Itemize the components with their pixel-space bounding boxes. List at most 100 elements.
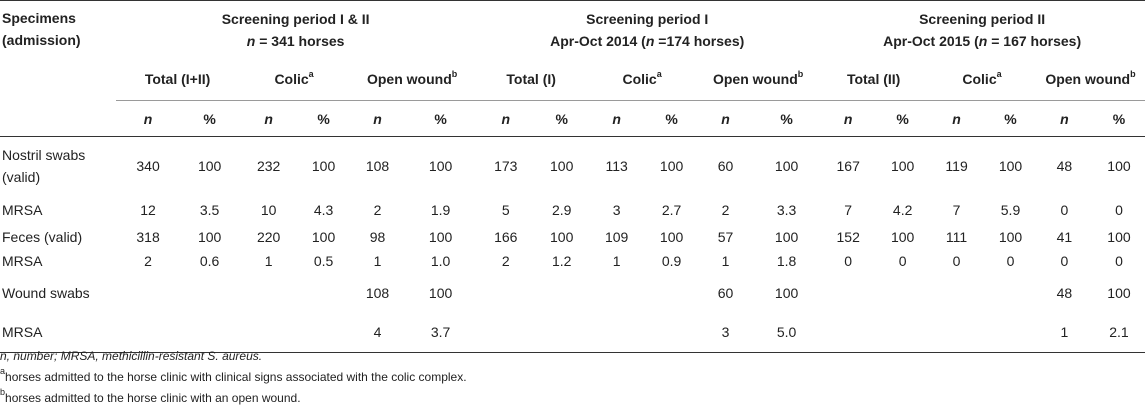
column-header-n: n <box>373 110 382 127</box>
column-header-n: n <box>612 110 621 127</box>
table-cell: 100 <box>311 157 336 174</box>
table-cell: 3 <box>721 324 730 341</box>
table-cell: 3.7 <box>430 324 451 341</box>
table-cell: 0 <box>844 252 853 269</box>
column-header-percent: % <box>665 110 678 127</box>
footnote-abbreviations: n, number; MRSA, methicillin-resistant S… <box>0 349 263 363</box>
row-label: MRSA <box>2 324 43 341</box>
table-cell: 0 <box>1060 252 1069 269</box>
column-header-percent: % <box>1112 110 1126 127</box>
table-cell: 100 <box>998 157 1023 174</box>
table-cell: 1 <box>612 252 621 269</box>
subgroup-total-2: Total (II) <box>819 58 929 101</box>
subgroup-colic: Colica <box>928 58 1036 101</box>
table-cell: 100 <box>1107 284 1131 301</box>
row-label: MRSA <box>2 201 43 218</box>
specimens-header: Specimens (admission) <box>2 10 81 48</box>
table-cell <box>985 273 1036 313</box>
subgroup-open-wound: Open woundb <box>697 58 820 101</box>
table-cell <box>819 273 877 313</box>
table-cell: 100 <box>774 228 799 245</box>
table-cell: 60 <box>717 284 734 301</box>
table-cell: 100 <box>428 228 453 245</box>
table-cell: 232 <box>256 157 281 174</box>
table-cell: 100 <box>659 157 684 174</box>
table-cell: 1.9 <box>430 201 451 218</box>
table-cell: 5.0 <box>776 324 797 341</box>
table-cell: 0 <box>898 252 907 269</box>
table-cell: 318 <box>136 228 160 245</box>
table-cell: 340 <box>136 157 160 174</box>
table-cell <box>180 273 239 313</box>
column-header-percent: % <box>203 110 216 127</box>
table-cell: 1.8 <box>776 252 797 269</box>
subgroup-total-1: Total (I) <box>475 58 588 101</box>
table-cell: 41 <box>1056 228 1073 245</box>
table-row: MRSA 12 3.5 10 4.3 2 1.9 5 2.9 3 2.7 2 3.3 7 4.2 7 5.9 0 0 <box>0 195 1145 225</box>
table-cell: 5.9 <box>1000 201 1021 218</box>
table-cell: 100 <box>1107 228 1131 245</box>
table-cell: 108 <box>365 157 390 174</box>
table-cell <box>239 273 298 313</box>
footnotes: n, number; MRSA, methicillin-resistant S… <box>0 346 1145 409</box>
table-cell: 220 <box>256 228 281 245</box>
subgroup-open-wound: Open woundb <box>349 58 476 101</box>
table-row: MRSA 2 0.6 1 0.5 1 1.0 2 1.2 1 0.9 1 1.8 0 0 0 0 0 0 <box>0 249 1145 273</box>
table-cell: 2 <box>501 252 510 269</box>
row-label: Nostril swabs (valid) <box>2 146 86 185</box>
column-header-row: n% n% n% n% n% n% n% n% n% <box>0 101 1145 137</box>
table-cell: 4 <box>373 324 382 341</box>
table-cell: 1.2 <box>551 252 572 269</box>
group-header-all: Screening period I & II n = 341 horses <box>221 10 370 49</box>
table-cell: 113 <box>605 157 628 174</box>
footnote-a: ahorses admitted to the horse clinic wit… <box>0 366 467 385</box>
group-header-period-2: Screening period II Apr-Oct 2015 (n = 16… <box>883 10 1082 49</box>
table-cell: 2 <box>373 201 382 218</box>
table-cell <box>116 273 180 313</box>
table-cell: 173 <box>494 157 518 174</box>
table-cell <box>646 273 697 313</box>
footnote-b: bhorses admitted to the horse clinic wit… <box>0 387 301 406</box>
column-header-percent: % <box>1004 110 1017 127</box>
column-header-percent: % <box>555 110 568 127</box>
table-cell: 0 <box>1115 252 1123 269</box>
table-cell: 100 <box>197 228 222 245</box>
table-cell: 100 <box>197 157 222 174</box>
table-cell: 100 <box>428 157 453 174</box>
column-header-percent: % <box>317 110 330 127</box>
column-header-n: n <box>501 110 511 127</box>
table-cell <box>877 273 928 313</box>
table-cell: 5 <box>501 201 510 218</box>
table-cell: 57 <box>717 228 734 245</box>
row-label: Wound swabs <box>2 284 90 301</box>
subgroup-colic: Colica <box>239 58 350 101</box>
table-cell: 119 <box>945 157 968 174</box>
column-header-n: n <box>1060 110 1069 127</box>
table-cell: 0.5 <box>313 252 334 269</box>
table-cell: 100 <box>659 228 684 245</box>
table-cell: 109 <box>604 228 629 245</box>
table-cell <box>928 273 985 313</box>
column-header-blank <box>0 101 116 137</box>
table-cell: 48 <box>1056 157 1073 174</box>
table-cell: 2.1 <box>1109 324 1129 341</box>
table-cell: 2 <box>144 252 152 269</box>
column-header-percent: % <box>434 110 447 127</box>
table-cell <box>587 273 646 313</box>
table-row: Nostril swabs (valid) 340 100 232 100 108 100 1… <box>0 137 1145 195</box>
table-cell: 2.7 <box>661 201 682 218</box>
table-cell: 4.2 <box>892 201 913 218</box>
table-cell: 0.9 <box>661 252 682 269</box>
table-row: Feces (valid) 318 100 220 100 98 100 166 100 109 1… <box>0 225 1145 249</box>
table-cell: 167 <box>836 157 860 174</box>
table-cell: 100 <box>774 157 799 174</box>
table-cell: 3.3 <box>776 201 797 218</box>
table-cell: 166 <box>494 228 518 245</box>
table-cell: 4.3 <box>313 201 334 218</box>
table-cell: 111 <box>945 228 968 245</box>
table-cell: 1 <box>373 252 382 269</box>
subgroup-total-all: Total (I+II) <box>116 58 240 101</box>
column-header-percent: % <box>896 110 909 127</box>
table-row: Wound swabs 108 100 60 100 48 100 <box>0 273 1145 313</box>
table-cell: 100 <box>550 228 574 245</box>
